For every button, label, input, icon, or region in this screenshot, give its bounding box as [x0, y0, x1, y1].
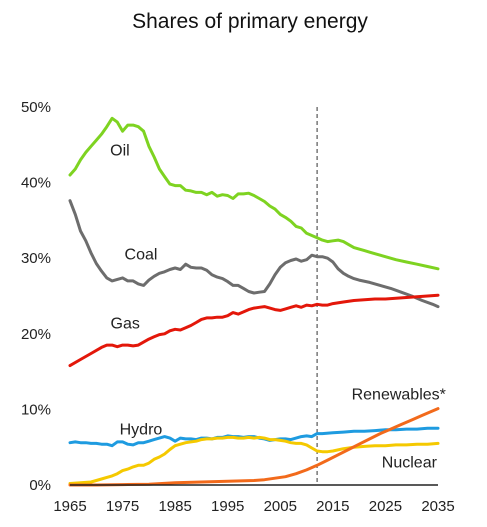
- y-tick-label: 50%: [21, 99, 51, 116]
- x-tick-label: 2015: [316, 498, 349, 515]
- chart-title: Shares of primary energy: [132, 10, 368, 33]
- x-tick-label: 1985: [158, 498, 191, 515]
- x-tick-label: 2025: [369, 498, 402, 515]
- series-lines: [68, 116, 440, 487]
- series-label-nuclear: Nuclear: [382, 455, 438, 472]
- y-tick-label: 10%: [21, 401, 51, 418]
- series-labels: Oil Coal Gas Hydro Nuclear Renewables*: [110, 142, 446, 471]
- x-tick-label: 1995: [211, 498, 244, 515]
- y-tick-label: 30%: [21, 250, 51, 267]
- series-label-renewables: Renewables*: [352, 387, 446, 404]
- y-axis-ticks: 0% 10% 20% 30% 40% 50%: [21, 99, 51, 494]
- series-line-renewables: [68, 407, 440, 487]
- y-tick-label: 0%: [29, 477, 51, 494]
- series-label-coal: Coal: [125, 247, 158, 264]
- series-label-oil: Oil: [110, 142, 130, 159]
- x-tick-label: 2005: [264, 498, 297, 515]
- series-line-nuclear: [68, 435, 440, 485]
- x-tick-label: 1965: [53, 498, 86, 515]
- series-label-hydro: Hydro: [120, 421, 163, 438]
- series-line-oil: [68, 116, 440, 271]
- x-axis-ticks: 1965 1975 1985 1995 2005 2015 2025 2035: [53, 498, 454, 515]
- series-label-gas: Gas: [111, 316, 140, 333]
- series-line-gas: [68, 293, 440, 368]
- x-tick-label: 1975: [106, 498, 139, 515]
- y-tick-label: 20%: [21, 326, 51, 343]
- y-tick-label: 40%: [21, 175, 51, 192]
- series-line-coal: [68, 199, 440, 309]
- x-tick-label: 2035: [421, 498, 454, 515]
